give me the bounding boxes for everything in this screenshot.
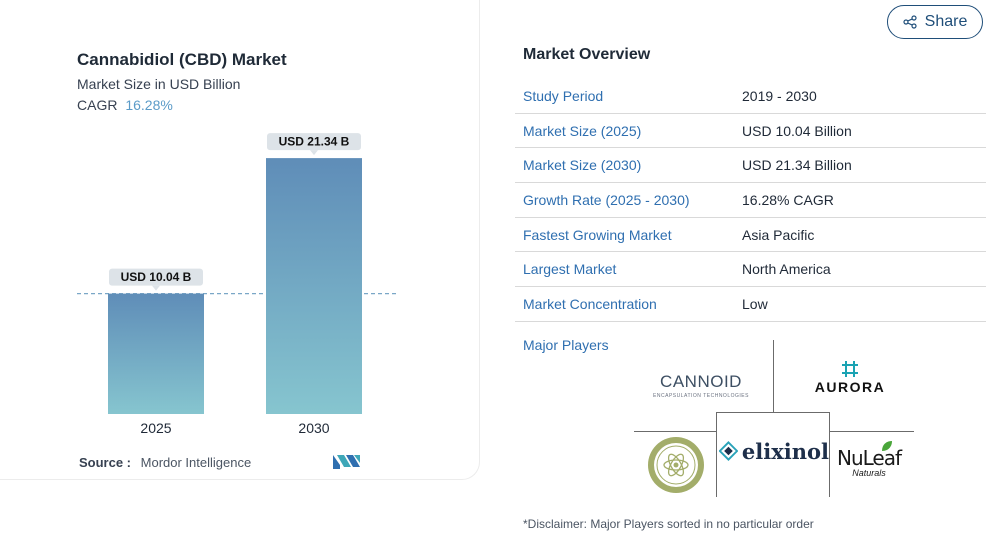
share-icon: [903, 15, 917, 29]
nuleaf-name: NuLeaf: [836, 446, 902, 470]
source-label: Source :: [79, 455, 132, 470]
data-label-background: [109, 268, 203, 286]
grid-divider: [634, 431, 716, 432]
source-value: Mordor Intelligence: [140, 455, 252, 470]
overview-row-market-size-2030: Market Size (2030) USD 21.34 Billion: [515, 148, 986, 184]
major-players-label[interactable]: Major Players: [523, 337, 609, 353]
overview-table: Study Period 2019 - 2030 Market Size (20…: [515, 79, 986, 322]
market-chart-card: Cannabidiol (CBD) Market Market Size in …: [0, 0, 480, 480]
overview-key[interactable]: Market Size (2030): [523, 157, 642, 174]
overview-value: Asia Pacific: [742, 226, 815, 243]
grid-divider: [716, 412, 830, 413]
aurora-logo[interactable]: AURORA: [805, 358, 895, 398]
disclaimer: *Disclaimer: Major Players sorted in no …: [523, 517, 814, 531]
overview-value: Low: [742, 296, 768, 313]
overview-value: USD 21.34 Billion: [742, 157, 852, 174]
chart-title: Cannabidiol (CBD) Market: [77, 50, 287, 69]
overview-key[interactable]: Fastest Growing Market: [523, 226, 672, 243]
share-label: Share: [924, 13, 968, 30]
bar-chart: USD 10.04 B 2025 USD 21.34 B 2030: [77, 133, 397, 436]
overview-row-market-size-2025: Market Size (2025) USD 10.04 Billion: [515, 114, 986, 149]
overview-row-market-concentration: Market Concentration Low: [515, 287, 986, 322]
overview-value: 2019 - 2030: [742, 88, 817, 104]
overview-key[interactable]: Market Concentration: [523, 296, 657, 313]
elixinol-name: elixinol: [741, 438, 829, 464]
cannoid-tagline: ENCAPSULATION TECHNOLOGIES: [653, 392, 749, 399]
data-label-pointer: [152, 285, 160, 291]
overview-title: Market Overview: [523, 46, 651, 63]
grid-divider: [830, 431, 914, 432]
data-label: USD 10.04 B: [121, 270, 192, 284]
bar-2030: [266, 158, 362, 414]
overview-row-study-period: Study Period 2019 - 2030: [515, 79, 986, 114]
data-label-pointer: [310, 150, 318, 156]
aurora-name: AURORA: [814, 379, 886, 395]
cannoid-logo[interactable]: CANNOID ENCAPSULATION TECHNOLOGIES: [650, 370, 752, 400]
nuleaf-sub: Naturals: [852, 468, 886, 478]
overview-key[interactable]: Study Period: [523, 88, 604, 104]
x-tick-label: 2030: [298, 420, 329, 436]
cannoid-name: CANNOID: [660, 371, 742, 391]
overview-value: 16.28% CAGR: [742, 192, 834, 209]
elixinol-logo[interactable]: elixinol: [719, 432, 829, 470]
cagr-value: 16.28%: [125, 97, 173, 113]
overview-row-largest-market: Largest Market North America: [515, 252, 986, 288]
aurora-mark-icon: [842, 361, 858, 377]
overview-value: USD 10.04 Billion: [742, 122, 852, 139]
medical-marijuana-seal-icon: [648, 437, 704, 493]
data-label: USD 21.34 B: [279, 135, 350, 149]
leaf-icon: [882, 441, 892, 451]
overview-row-fastest-growing: Fastest Growing Market Asia Pacific: [515, 218, 986, 253]
data-label-background: [267, 133, 361, 151]
grid-divider: [773, 340, 774, 412]
grid-divider: [829, 412, 830, 497]
overview-key[interactable]: Growth Rate (2025 - 2030): [523, 192, 690, 209]
nuleaf-logo[interactable]: NuLeaf Naturals: [834, 442, 904, 482]
bar-2025: [108, 293, 204, 414]
elixinol-mark-icon: [719, 441, 738, 461]
x-tick-label: 2025: [140, 420, 171, 436]
share-button[interactable]: Share: [887, 5, 983, 39]
chart-subtitle: Market Size in USD Billion: [77, 76, 241, 92]
source-line: Source : Mordor Intelligence: [79, 455, 251, 470]
cagr-row: CAGR 16.28%: [77, 97, 173, 113]
overview-key[interactable]: Market Size (2025): [523, 122, 642, 139]
grid-divider: [716, 412, 717, 497]
mordor-intelligence-logo-icon: [333, 455, 360, 469]
overview-key[interactable]: Largest Market: [523, 261, 617, 278]
cagr-label: CAGR: [77, 97, 118, 113]
medical-marijuana-logo[interactable]: [645, 435, 707, 495]
overview-value: North America: [742, 261, 831, 278]
overview-row-growth-rate: Growth Rate (2025 - 2030) 16.28% CAGR: [515, 183, 986, 218]
